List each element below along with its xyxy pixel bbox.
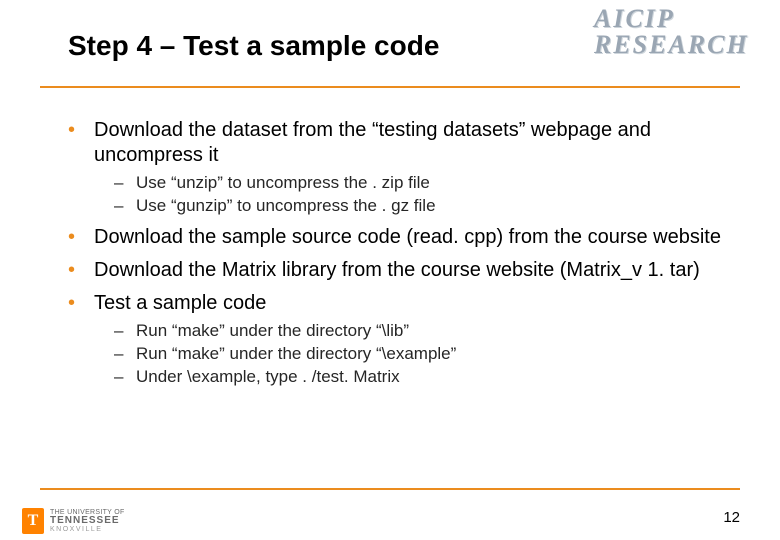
bullet-item: Download the Matrix library from the cou… (62, 258, 734, 283)
ut-line2: TENNESSEE (50, 516, 125, 526)
slide-body: Download the dataset from the “testing d… (62, 118, 734, 395)
slide-footer: T THE UNIVERSITY OF TENNESSEE KNOXVILLE … (0, 488, 780, 540)
slide: AICIP RESEARCH Step 4 – Test a sample co… (0, 0, 780, 540)
aicip-logo: AICIP RESEARCH (594, 6, 754, 62)
sub-item: Run “make” under the directory “\example… (94, 343, 734, 364)
sub-item: Use “gunzip” to uncompress the . gz file (94, 195, 734, 216)
ut-t-icon: T (22, 508, 44, 534)
page-number: 12 (723, 509, 740, 526)
bullet-text: Download the Matrix library from the cou… (94, 259, 700, 281)
sub-item: Run “make” under the directory “\lib” (94, 320, 734, 341)
title-divider (40, 86, 740, 88)
bullet-text: Test a sample code (94, 292, 266, 314)
ut-logo: T THE UNIVERSITY OF TENNESSEE KNOXVILLE (22, 508, 125, 534)
ut-line3: KNOXVILLE (50, 526, 125, 533)
ut-logo-text: THE UNIVERSITY OF TENNESSEE KNOXVILLE (50, 509, 125, 533)
bullet-list: Download the dataset from the “testing d… (62, 118, 734, 387)
footer-divider (40, 488, 740, 490)
bullet-item: Download the dataset from the “testing d… (62, 118, 734, 217)
sub-item: Use “unzip” to uncompress the . zip file (94, 172, 734, 193)
sub-list: Run “make” under the directory “\lib” Ru… (94, 320, 734, 388)
sub-list: Use “unzip” to uncompress the . zip file… (94, 172, 734, 217)
aicip-logo-line1: AICIP (594, 6, 754, 32)
bullet-text: Download the dataset from the “testing d… (94, 119, 651, 166)
bullet-text: Download the sample source code (read. c… (94, 226, 721, 248)
bullet-item: Test a sample code Run “make” under the … (62, 291, 734, 388)
bullet-item: Download the sample source code (read. c… (62, 225, 734, 250)
aicip-logo-line2: RESEARCH (594, 32, 754, 58)
sub-item: Under \example, type . /test. Matrix (94, 366, 734, 387)
